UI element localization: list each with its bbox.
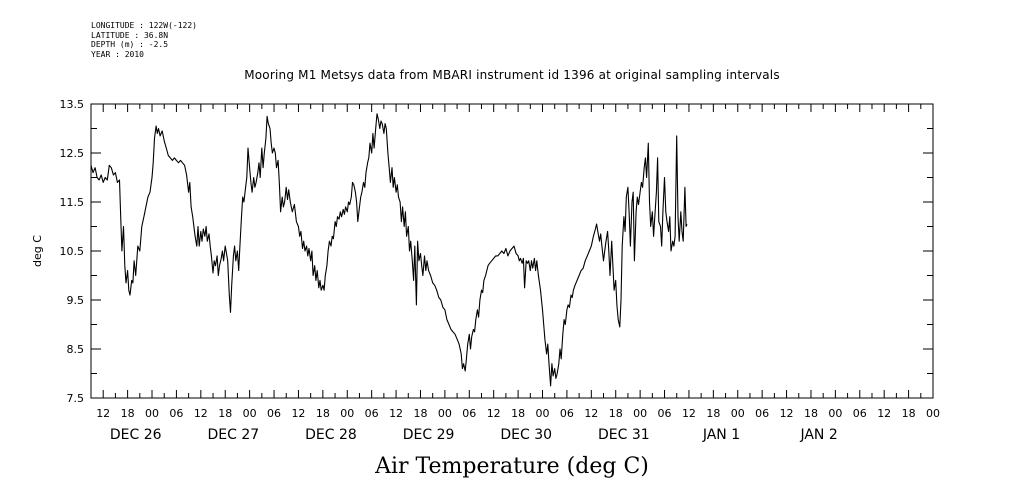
x-hour-label: 18 [511,407,525,420]
x-hour-label: 00 [340,407,354,420]
x-hour-label: 06 [853,407,867,420]
y-tick-label: 7.5 [67,392,85,405]
depth-label: DEPTH (m) : -2.5 [91,40,169,49]
x-hour-label: 12 [389,407,403,420]
x-hour-label: 00 [438,407,452,420]
x-day-label: DEC 29 [403,427,455,443]
x-hour-label: 00 [633,407,647,420]
x-hour-label: 18 [413,407,427,420]
x-hour-label: 06 [755,407,769,420]
x-hour-label: 18 [804,407,818,420]
y-tick-label: 13.5 [60,98,85,111]
x-hour-label: 18 [902,407,916,420]
x-hour-label: 18 [218,407,232,420]
x-hour-label: 18 [316,407,330,420]
plot-axes [90,103,934,399]
x-hour-label: 12 [194,407,208,420]
x-hour-label: 00 [828,407,842,420]
y-tick-label: 11.5 [60,196,85,209]
x-hour-label: 00 [731,407,745,420]
x-hour-label: 18 [706,407,720,420]
x-hour-label: 12 [291,407,305,420]
x-day-label: DEC 30 [500,427,552,443]
x-hour-label: 18 [121,407,135,420]
chart-title: Mooring M1 Metsys data from MBARI instru… [244,68,780,82]
x-hour-label: 06 [658,407,672,420]
x-day-label: DEC 28 [305,427,357,443]
metadata-block: LONGITUDE : 122W(-122) LATITUDE : 36.8N … [91,21,197,59]
axis-ticks [90,103,934,399]
x-hour-label: 12 [584,407,598,420]
x-day-label: DEC 31 [598,427,650,443]
y-tick-label: 9.5 [67,294,85,307]
x-day-label: DEC 26 [110,427,162,443]
latitude-label: LATITUDE : 36.8N [91,30,169,40]
longitude-label: LONGITUDE : 122W(-122) [91,21,197,30]
x-hour-label: 00 [536,407,550,420]
y-tick-label: 10.5 [60,245,85,258]
x-hour-label: 00 [145,407,159,420]
x-day-label: DEC 27 [208,427,260,443]
x-hour-label: 12 [780,407,794,420]
x-axis-title: Air Temperature (deg C) [375,454,649,479]
x-hour-label: 12 [487,407,501,420]
year-label: YEAR : 2010 [91,49,144,59]
x-hour-label: 12 [682,407,696,420]
x-hour-label: 00 [243,407,257,420]
x-hour-label: 06 [169,407,183,420]
air-temperature-line [90,113,688,387]
y-tick-label: 12.5 [60,147,85,160]
x-hour-label: 00 [926,407,940,420]
x-hour-label: 06 [365,407,379,420]
x-hour-label: 06 [462,407,476,420]
y-tick-label: 8.5 [67,343,85,356]
x-hour-label: 18 [609,407,623,420]
x-hour-label: 12 [96,407,110,420]
x-hour-label: 06 [267,407,281,420]
y-axis-label: deg C [31,235,44,267]
x-day-label: JAN 1 [702,427,740,443]
axis-labels: 7.5 8.5 9.5 10.5 11.5 12.5 13.5 12 18 00 06 12 18 00 0… [31,98,940,443]
x-hour-label: 12 [877,407,891,420]
plot-frame [90,103,934,399]
x-hour-label: 06 [560,407,574,420]
data-series [90,113,688,387]
x-day-label: JAN 2 [799,427,837,443]
